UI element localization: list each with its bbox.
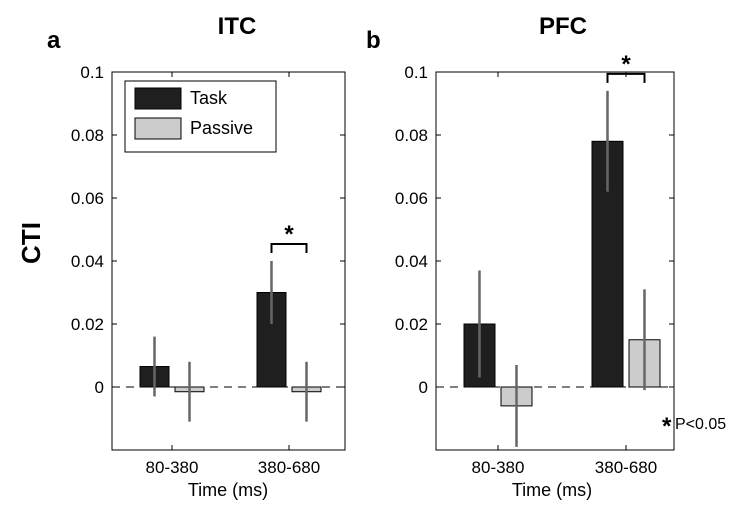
y-axis-label: CTI: [16, 222, 46, 264]
significance-bracket: [270, 243, 308, 253]
significance-note-star: *: [662, 413, 672, 440]
panel-pfc: b PFC 0 0.02 0.04 0.06 0.08 0.1 * 80-380 380-6…: [366, 13, 675, 500]
panel-title-pfc: PFC: [539, 13, 587, 40]
y-tick-label: 0: [95, 378, 104, 397]
legend-label-passive: Passive: [190, 118, 253, 138]
significance-star: *: [284, 221, 294, 248]
y-tick-label: 0.08: [395, 126, 428, 145]
panel-title-itc: ITC: [218, 13, 257, 40]
significance-note-text: P<0.05: [675, 416, 726, 433]
y-tick-label: 0.04: [395, 252, 428, 271]
x-tick-label: 80-380: [472, 458, 525, 477]
panel-label-a: a: [47, 27, 61, 54]
x-tick-label: 380-680: [595, 458, 657, 477]
y-tick-label: 0.06: [395, 189, 428, 208]
y-ticks-a: 0 0.02 0.04 0.06 0.08 0.1: [71, 63, 345, 397]
bars-b: *: [436, 51, 674, 447]
y-tick-label: 0: [419, 378, 428, 397]
y-tick-label: 0.04: [71, 252, 104, 271]
panel-itc: a ITC 0 0.02 0.04 0.06 0.08 0.1 * 80-380 380-6…: [47, 13, 346, 500]
y-tick-label: 0.06: [71, 189, 104, 208]
y-tick-label: 0.02: [71, 315, 104, 334]
legend-swatch-passive: [134, 117, 182, 140]
y-tick-label: 0.02: [395, 315, 428, 334]
x-ticks-a: 80-380 380-680: [146, 72, 320, 477]
x-tick-label: 380-680: [258, 458, 320, 477]
x-ticks-b: 80-380 380-680: [472, 72, 657, 477]
legend-label-task: Task: [190, 88, 228, 108]
x-axis-label-b: Time (ms): [512, 480, 592, 500]
y-tick-label: 0.08: [71, 126, 104, 145]
legend-swatch-task: [134, 87, 182, 110]
y-ticks-b: 0 0.02 0.04 0.06 0.08 0.1: [395, 63, 674, 397]
legend: Task Passive: [124, 80, 277, 153]
y-tick-label: 0.1: [404, 63, 428, 82]
x-axis-label-a: Time (ms): [188, 480, 268, 500]
significance-star: *: [621, 51, 631, 78]
y-tick-label: 0.1: [80, 63, 104, 82]
bars-a: *: [112, 221, 345, 422]
panel-label-b: b: [366, 27, 381, 54]
axes-box-b: [435, 71, 675, 451]
significance-note: * P<0.05: [662, 413, 726, 440]
x-tick-label: 80-380: [146, 458, 199, 477]
